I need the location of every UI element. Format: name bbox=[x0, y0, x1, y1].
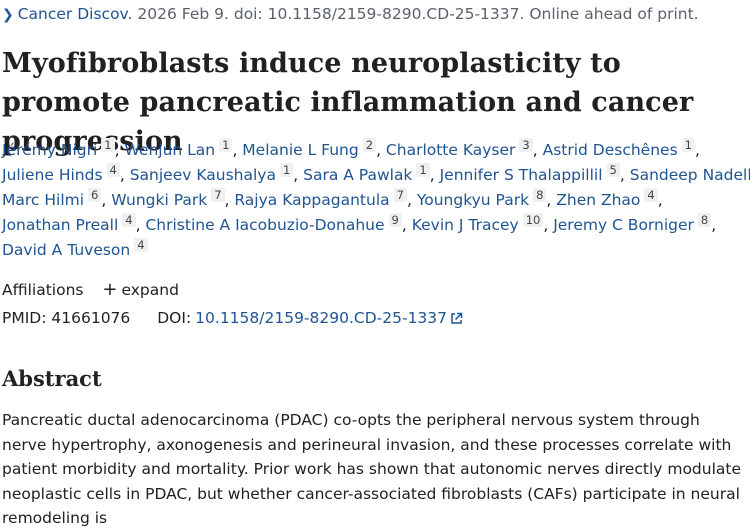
author-item: Kevin J Tracey 10 bbox=[411, 213, 544, 234]
author-link[interactable]: Jennifer S Thalappillil bbox=[439, 166, 603, 184]
chevron-right-icon[interactable]: ❯ bbox=[2, 7, 14, 23]
affiliation-badge[interactable]: 4 bbox=[106, 163, 120, 177]
abstract-heading: Abstract bbox=[2, 366, 102, 391]
affiliation-badge[interactable]: 8 bbox=[697, 213, 712, 227]
affiliations-toggle-row: Affiliations + expand bbox=[2, 278, 179, 302]
author-item: Wungki Park 7 bbox=[111, 188, 225, 209]
citation-line: ❯ Cancer Discov. 2026 Feb 9. doi: 10.1158… bbox=[2, 2, 699, 26]
author-item: Zhen Zhao 4 bbox=[556, 188, 658, 209]
affiliation-badge[interactable]: 2 bbox=[362, 138, 377, 152]
affiliation-badge[interactable]: 4 bbox=[122, 213, 136, 227]
journal-link[interactable]: Cancer Discov. bbox=[17, 5, 133, 23]
author-item: Jeremy C Borniger 8 bbox=[553, 213, 712, 234]
author-item: Wenjun Lan 1 bbox=[124, 138, 233, 159]
author-link[interactable]: Youngkyu Park bbox=[416, 191, 530, 209]
author-row: Marc Hilmi 6, Wungki Park 7, Rajya Kappaga… bbox=[2, 188, 663, 209]
author-item: Sanjeev Kaushalya 1 bbox=[129, 163, 294, 184]
author-row: Jérémy Nigri 1, Wenjun Lan 1, Melanie L Fu… bbox=[2, 138, 700, 159]
author-item: Melanie L Fung 2 bbox=[242, 138, 377, 159]
author-link[interactable]: Zhen Zhao bbox=[556, 191, 641, 209]
affiliation-badge[interactable]: 4 bbox=[134, 238, 148, 252]
author-link[interactable]: Wungki Park bbox=[111, 191, 208, 209]
author-row: David A Tuveson 4 bbox=[2, 238, 742, 263]
affiliation-badge[interactable]: 4 bbox=[644, 188, 658, 202]
author-link[interactable]: Sara A Pawlak bbox=[303, 166, 413, 184]
author-link[interactable]: Wenjun Lan bbox=[124, 141, 216, 159]
author-row: Juliene Hinds 4, Sanjeev Kaushalya 1, Sara… bbox=[2, 163, 750, 188]
author-link[interactable]: Jeremy C Borniger bbox=[553, 216, 694, 234]
author-link[interactable]: Sandeep Nadella bbox=[629, 166, 750, 184]
author-item: Jérémy Nigri 1 bbox=[2, 138, 115, 159]
author-link[interactable]: Juliene Hinds bbox=[2, 166, 103, 184]
author-item: Youngkyu Park 8 bbox=[416, 188, 547, 209]
author-link[interactable]: David A Tuveson bbox=[2, 241, 131, 259]
affiliation-badge[interactable]: 7 bbox=[211, 188, 225, 202]
author-item: Astrid Deschênes 1 bbox=[542, 138, 695, 159]
author-item: Sara A Pawlak 1 bbox=[303, 163, 430, 184]
author-link[interactable]: Christine A Iacobuzio-Donahue bbox=[145, 216, 385, 234]
author-item: Jennifer S Thalappillil 5 bbox=[439, 163, 620, 184]
affiliation-badge[interactable]: 1 bbox=[219, 138, 233, 152]
doi-label: DOI: bbox=[157, 309, 192, 327]
author-link[interactable]: Sanjeev Kaushalya bbox=[129, 166, 276, 184]
author-link[interactable]: Jonathan Preall bbox=[2, 216, 119, 234]
affiliation-badge[interactable]: 6 bbox=[88, 188, 102, 202]
pmid-value: 41661076 bbox=[51, 309, 131, 327]
affiliation-badge[interactable]: 8 bbox=[533, 188, 547, 202]
external-link-icon bbox=[451, 312, 463, 324]
author-list: Jérémy Nigri 1, Wenjun Lan 1, Melanie L Fu… bbox=[2, 138, 750, 263]
doi-link[interactable]: 10.1158/2159-8290.CD-25-1337 bbox=[195, 309, 463, 327]
identifiers-row: PMID: 41661076 DOI: 10.1158/2159-8290.CD-… bbox=[2, 306, 463, 330]
author-item: Sandeep Nadella1 bbox=[630, 166, 750, 184]
author-item: Jonathan Preall 4 bbox=[2, 213, 136, 234]
affiliation-badge[interactable]: 10 bbox=[522, 213, 544, 227]
affiliation-badge[interactable]: 1 bbox=[101, 138, 115, 152]
expand-label: expand bbox=[121, 281, 179, 299]
affiliation-badge[interactable]: 1 bbox=[681, 138, 695, 152]
author-link[interactable]: Kevin J Tracey bbox=[411, 216, 519, 234]
affiliation-badge[interactable]: 5 bbox=[606, 163, 620, 177]
affiliation-badge[interactable]: 1 bbox=[279, 163, 294, 177]
author-item: Marc Hilmi 6 bbox=[2, 188, 102, 209]
author-link[interactable]: Jérémy Nigri bbox=[2, 141, 98, 159]
affiliation-badge[interactable]: 1 bbox=[416, 163, 430, 177]
affiliation-badge[interactable]: 9 bbox=[388, 213, 402, 227]
author-item: Juliene Hinds 4 bbox=[2, 163, 120, 184]
author-link[interactable]: Marc Hilmi bbox=[2, 191, 85, 209]
citation-details: 2026 Feb 9. doi: 10.1158/2159-8290.CD-25… bbox=[137, 5, 699, 23]
author-link[interactable]: Charlotte Kayser bbox=[385, 141, 516, 159]
plus-icon: + bbox=[102, 279, 118, 300]
expand-affiliations-button[interactable]: + expand bbox=[102, 279, 179, 300]
pmid-label: PMID: bbox=[2, 309, 47, 327]
affiliation-badge[interactable]: 7 bbox=[393, 188, 407, 202]
author-item: Christine A Iacobuzio-Donahue 9 bbox=[145, 213, 402, 234]
abstract-text: Pancreatic ductal adenocarcinoma (PDAC) … bbox=[2, 411, 742, 527]
author-item: Rajya Kappagantula 7 bbox=[234, 188, 407, 209]
article-title: Myofibroblasts induce neuroplasticity to… bbox=[2, 48, 694, 157]
author-item: David A Tuveson 4 bbox=[2, 238, 148, 259]
doi-value: 10.1158/2159-8290.CD-25-1337 bbox=[195, 309, 448, 327]
author-row: Jonathan Preall 4, Christine A Iacobuzio-… bbox=[2, 213, 717, 234]
author-link[interactable]: Astrid Deschênes bbox=[542, 141, 678, 159]
author-link[interactable]: Melanie L Fung bbox=[242, 141, 359, 159]
affiliations-label: Affiliations bbox=[2, 281, 84, 299]
author-item: Charlotte Kayser 3 bbox=[385, 138, 533, 159]
author-link[interactable]: Rajya Kappagantula bbox=[234, 191, 390, 209]
affiliation-badge[interactable]: 3 bbox=[519, 138, 533, 152]
